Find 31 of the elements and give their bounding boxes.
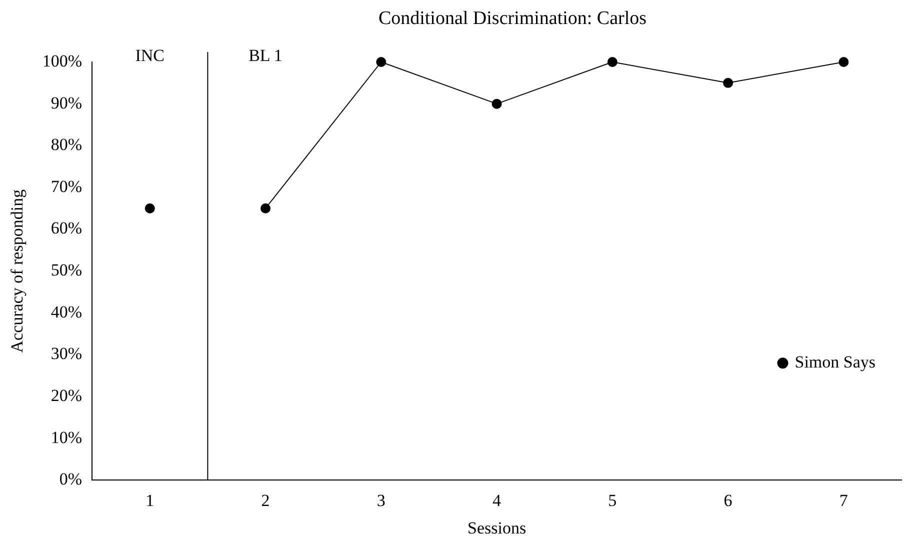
- y-tick-label: 80%: [50, 135, 82, 154]
- y-axis-title: Accuracy of responding: [8, 188, 27, 353]
- y-tick-label: 70%: [50, 176, 82, 196]
- y-tick-label: 40%: [50, 302, 82, 322]
- x-tick-label: 4: [492, 490, 502, 510]
- chart-title: Conditional Discrimination: Carlos: [377, 8, 648, 30]
- y-tick-label: 0%: [59, 470, 82, 489]
- x-tick-label: 1: [146, 490, 154, 510]
- x-tick-label: 3: [376, 490, 386, 510]
- point: [723, 78, 734, 88]
- y-tick-label: 50%: [50, 260, 82, 280]
- point: [492, 98, 502, 109]
- x-tick-label: 7: [839, 490, 848, 510]
- x-tick-label: 2: [261, 490, 270, 510]
- x-axis-title: Sessions: [467, 518, 526, 538]
- point: [144, 203, 155, 214]
- y-tick-label: 100%: [42, 51, 82, 70]
- legend-label: Simon Says: [794, 352, 876, 372]
- point: [376, 57, 386, 67]
- x-tick-label: 6: [724, 490, 732, 510]
- point: [607, 57, 618, 67]
- y-tick-label: 90%: [50, 93, 82, 112]
- y-tick-label: 20%: [50, 386, 82, 406]
- y-tick-label: 30%: [50, 344, 82, 364]
- point: [260, 203, 271, 214]
- y-tick-label: 10%: [50, 428, 82, 447]
- annotation: BL 1: [248, 46, 282, 66]
- x-tick-label: 5: [608, 490, 617, 510]
- point: [838, 57, 849, 67]
- annotation: INC: [135, 46, 165, 66]
- y-tick-label: 60%: [50, 218, 82, 238]
